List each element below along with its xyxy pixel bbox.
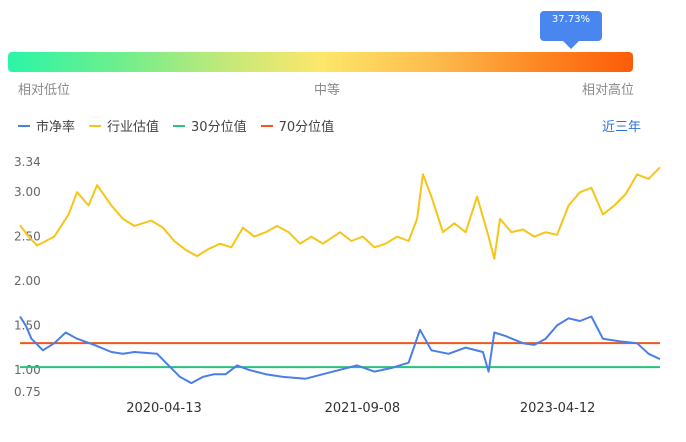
time-range-button[interactable]: 近三年 <box>601 120 641 135</box>
y-tick-label: 1.00 <box>14 363 41 377</box>
series-line <box>19 315 661 385</box>
x-tick-label: 2020-04-13 <box>126 401 202 416</box>
y-tick-label: 3.34 <box>14 155 41 169</box>
valuation-gauge-bar <box>8 52 633 72</box>
legend-item[interactable]: 70分位值 <box>260 116 334 135</box>
gauge-right-label: 相对高位 <box>582 83 635 98</box>
legend-item[interactable]: 行业估值 <box>89 116 159 135</box>
chart-legend: 市净率 行业估值 30分位值 70分位值 <box>18 116 334 135</box>
y-tick-label: 2.00 <box>14 274 41 288</box>
percentile-tooltip-text: 37.73% <box>551 14 591 25</box>
gauge-left-label: 相对低位 <box>18 83 71 98</box>
legend-item[interactable]: 30分位值 <box>173 116 247 135</box>
gauge-mid-label: 中等 <box>314 83 341 98</box>
x-tick-label: 2021-09-08 <box>325 401 401 416</box>
legend-item[interactable]: 市净率 <box>18 116 75 135</box>
y-tick-label: 1.50 <box>14 318 41 332</box>
series-line <box>19 166 661 260</box>
y-tick-label: 3.00 <box>14 185 41 199</box>
percentile-tooltip: 37.73% <box>540 11 602 49</box>
x-tick-label: 2023-04-12 <box>520 401 596 416</box>
y-tick-label: 0.75 <box>14 385 41 399</box>
